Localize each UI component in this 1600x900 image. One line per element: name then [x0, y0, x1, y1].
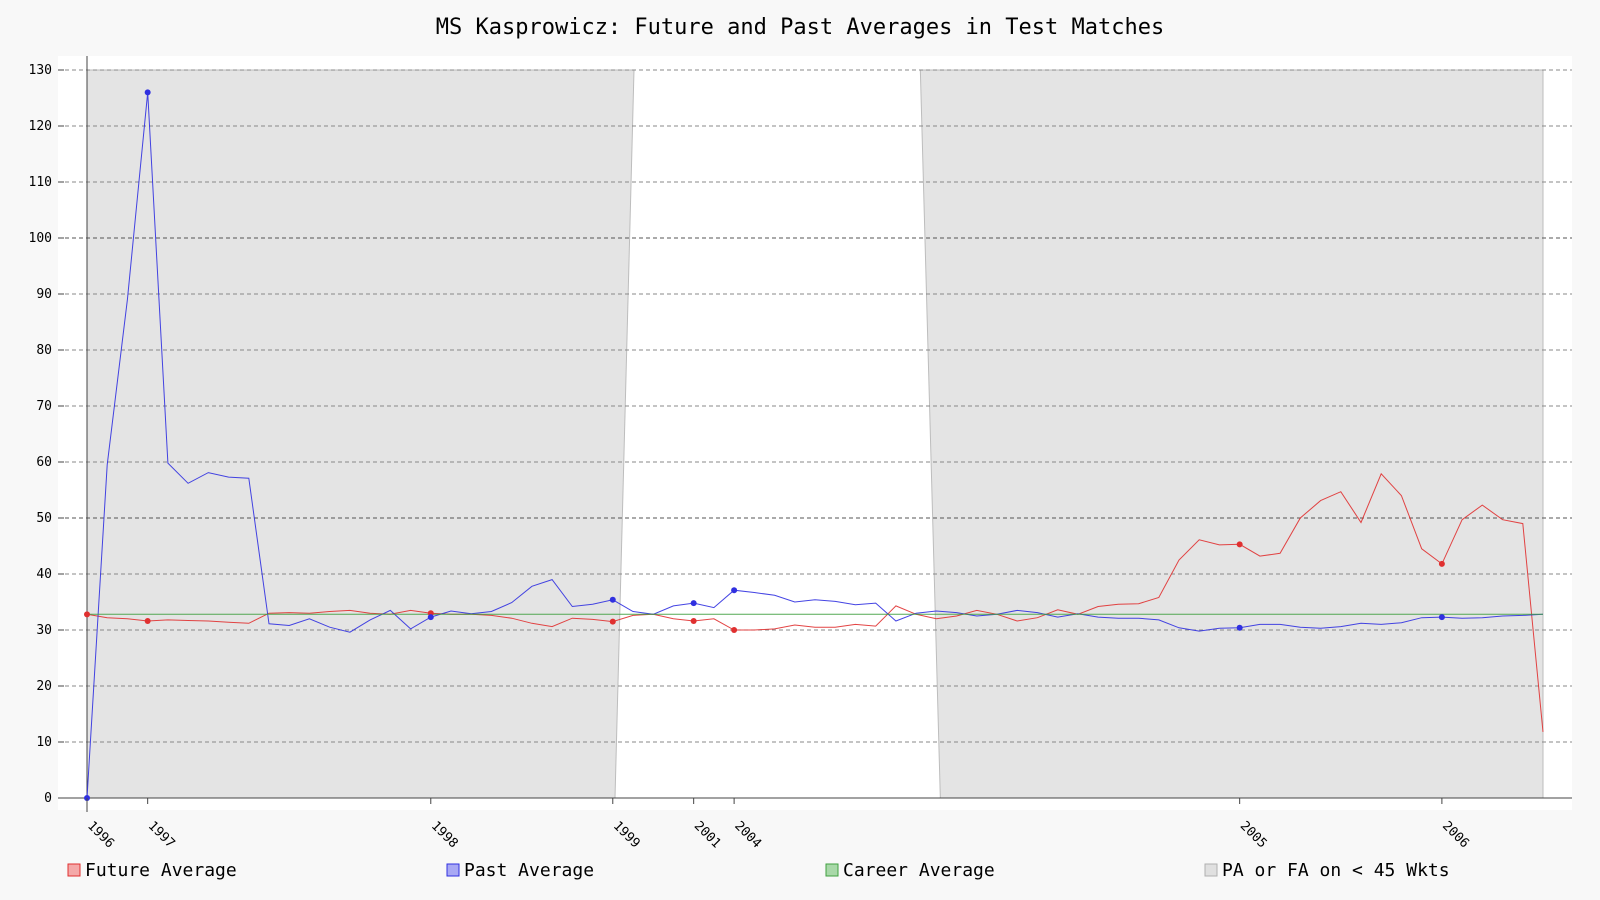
- marker-past-average-57: [1236, 624, 1243, 631]
- marker-past-average-3: [144, 89, 151, 96]
- ytick-label-80: 80: [36, 343, 52, 358]
- ytick-label-40: 40: [36, 567, 52, 582]
- ytick-label-70: 70: [36, 399, 52, 414]
- ytick-label-50: 50: [36, 511, 52, 526]
- xtick-label-2004: 2004: [731, 819, 764, 852]
- ytick-label-100: 100: [29, 231, 52, 246]
- shaded-region-1: [919, 69, 1544, 799]
- marker-past-average-17: [427, 614, 434, 621]
- marker-past-average-32: [731, 587, 738, 594]
- ytick-label-110: 110: [29, 175, 52, 190]
- series-markers: [84, 89, 1445, 801]
- series-line-past-average: [86, 92, 1544, 799]
- marker-future-average-30: [690, 618, 697, 625]
- xtick-label-1998: 1998: [428, 819, 461, 852]
- marker-future-average-3: [144, 618, 151, 625]
- ytick-label-90: 90: [36, 287, 52, 302]
- series-line-future-average: [86, 472, 1544, 732]
- axes: [58, 56, 1572, 812]
- ytick-label-0: 0: [44, 791, 52, 806]
- legend-swatch-3: [1204, 863, 1218, 877]
- legend-swatch-2: [825, 863, 839, 877]
- xtick-label-1999: 1999: [610, 819, 643, 852]
- xtick-label-2001: 2001: [691, 819, 724, 852]
- legend-swatch-0: [67, 863, 81, 877]
- xtick-label-2006: 2006: [1439, 819, 1472, 852]
- marker-future-average-26: [609, 618, 616, 625]
- marker-future-average-67: [1438, 560, 1445, 567]
- y-tick-labels: 0 10 20 30 40 50 60 70 80 90 100 110 120 130: [29, 63, 64, 806]
- ytick-label-30: 30: [36, 623, 52, 638]
- legend: Future Average Past Average Career Average…: [67, 860, 1450, 881]
- legend-label-1: Past Average: [464, 860, 594, 881]
- ytick-label-120: 120: [29, 119, 52, 134]
- legend-swatch-1: [446, 863, 460, 877]
- legend-label-0: Future Average: [85, 860, 237, 881]
- legend-label-2: Career Average: [843, 860, 995, 881]
- series-lines: [86, 92, 1544, 799]
- marker-past-average-26: [609, 596, 616, 603]
- marker-past-average-67: [1438, 614, 1445, 621]
- grid-lines: [58, 69, 1572, 743]
- shaded-region-0: [86, 69, 635, 799]
- ytick-label-10: 10: [36, 735, 52, 750]
- ytick-label-60: 60: [36, 455, 52, 470]
- ytick-label-130: 130: [29, 63, 52, 78]
- xtick-label-2005: 2005: [1237, 819, 1270, 852]
- marker-past-average-30: [690, 600, 697, 607]
- ytick-label-20: 20: [36, 679, 52, 694]
- marker-future-average-0: [84, 611, 90, 618]
- xtick-label-1996: 1996: [84, 819, 117, 852]
- marker-future-average-32: [731, 627, 738, 633]
- xtick-label-1997: 1997: [145, 819, 178, 852]
- marker-future-average-57: [1236, 541, 1243, 548]
- chart-title: MS Kasprowicz: Future and Past Averages …: [436, 15, 1164, 40]
- legend-label-3: PA or FA on < 45 Wkts: [1222, 860, 1450, 881]
